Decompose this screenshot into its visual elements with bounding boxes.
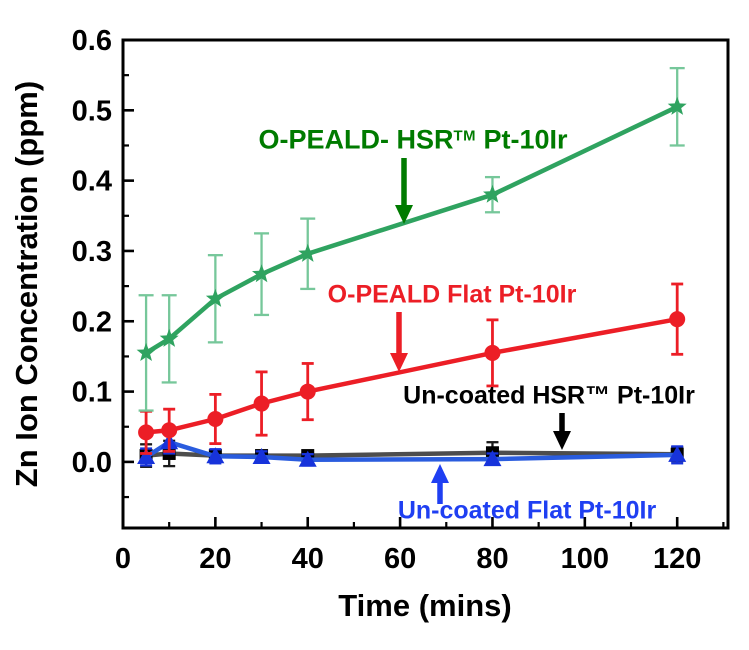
series-label-opeald-flat: O-PEALD Flat Pt-10Ir: [328, 281, 577, 310]
y-tick-label: 0.6: [72, 25, 112, 57]
x-tick-label: 60: [384, 543, 416, 575]
annotation-arrow-head: [390, 353, 408, 372]
x-tick-label: 20: [199, 543, 231, 575]
y-tick-label: 0.0: [72, 447, 112, 479]
series-label-opeald-hsr: O-PEALD- HSRTM Pt-10Ir: [259, 125, 568, 156]
series-line-2: [143, 316, 680, 435]
x-tick-label: 40: [292, 543, 324, 575]
series-label-text: O-PEALD Flat Pt-10Ir: [327, 280, 577, 309]
star-marker: [483, 184, 502, 203]
triangle-marker: [298, 450, 317, 467]
x-axis-title: Time (mins): [338, 588, 512, 623]
star-marker: [159, 328, 179, 347]
series-label-uncoated-hsr: Un-coated HSR™ Pt-10Ir: [403, 382, 695, 411]
annotation-arrow-head: [431, 464, 449, 483]
y-tick-label: 0.5: [72, 95, 112, 127]
triangle-marker: [668, 445, 687, 462]
triangle-marker: [483, 450, 502, 467]
circle-marker: [253, 395, 270, 412]
x-tick-label: 0: [115, 543, 131, 575]
series-label-text: O-PEALD- HSR: [258, 124, 454, 155]
y-tick-label: 0.2: [72, 306, 112, 338]
circle-marker: [484, 344, 501, 361]
series-label-text: Un-coated Flat Pt-10Ir: [397, 496, 657, 525]
circle-marker: [161, 422, 178, 439]
x-tick-label: 100: [561, 543, 609, 575]
trademark-superscript: TM: [453, 128, 476, 145]
circle-marker: [207, 411, 224, 428]
star-marker: [252, 264, 272, 283]
star-marker: [298, 243, 318, 262]
y-tick-label: 0.1: [72, 377, 112, 409]
star-marker: [667, 96, 687, 115]
annotation-arrow-head: [553, 431, 571, 450]
annotation-arrow-head: [395, 205, 413, 224]
x-tick-label: 120: [653, 543, 701, 575]
star-marker: [136, 342, 156, 361]
star-marker: [205, 288, 225, 307]
y-axis-title: Zn Ion Concentration (ppm): [9, 80, 44, 488]
circle-marker: [669, 311, 686, 328]
series-label-uncoated-flat: Un-coated Flat Pt-10Ir: [398, 497, 656, 526]
series-line-1: [143, 439, 680, 463]
x-tick-label: 80: [476, 543, 508, 575]
triangle-marker: [252, 447, 271, 464]
plot-frame: [121, 38, 730, 530]
triangle-marker: [137, 447, 156, 464]
series-label-text: Un-coated HSR™ Pt-10Ir: [403, 381, 695, 410]
y-tick-label: 0.3: [72, 236, 112, 268]
y-tick-label: 0.4: [72, 166, 112, 198]
circle-marker: [138, 424, 155, 441]
circle-marker: [299, 383, 316, 400]
triangle-marker: [206, 447, 225, 464]
series-label-text: Pt-10Ir: [475, 124, 568, 155]
